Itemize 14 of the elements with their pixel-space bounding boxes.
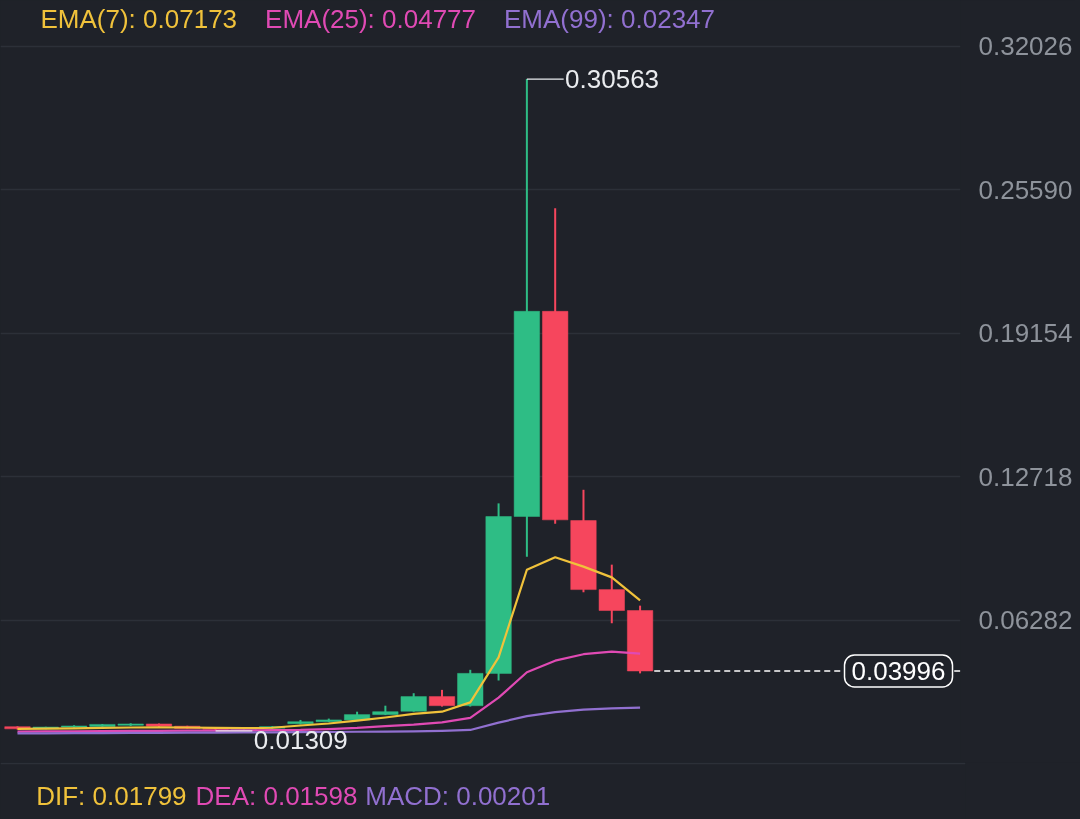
y-tick-label: 0.12718 <box>978 461 1073 492</box>
y-tick-label: 0.32026 <box>978 31 1073 62</box>
legend-label: MACD: 0.00201 <box>365 780 551 811</box>
text: EMA(99): 0.02347 <box>504 3 716 34</box>
y-tick-label: 0.25590 <box>978 174 1073 205</box>
annotation: 0.30563 <box>565 64 660 95</box>
y-tick-label: 0.06282 <box>978 605 1073 636</box>
text: EMA(7): 0.07173 <box>40 3 238 34</box>
y-tick-label: 0.19154 <box>978 318 1073 349</box>
annotation: 0.01309 <box>253 724 348 755</box>
legend-label: DIF: 0.01799 <box>36 780 187 811</box>
ref-line-label: 0.03996 <box>851 656 946 687</box>
legend-label: DEA: 0.01598 <box>195 780 358 811</box>
text: EMA(25): 0.04777 <box>265 3 477 34</box>
